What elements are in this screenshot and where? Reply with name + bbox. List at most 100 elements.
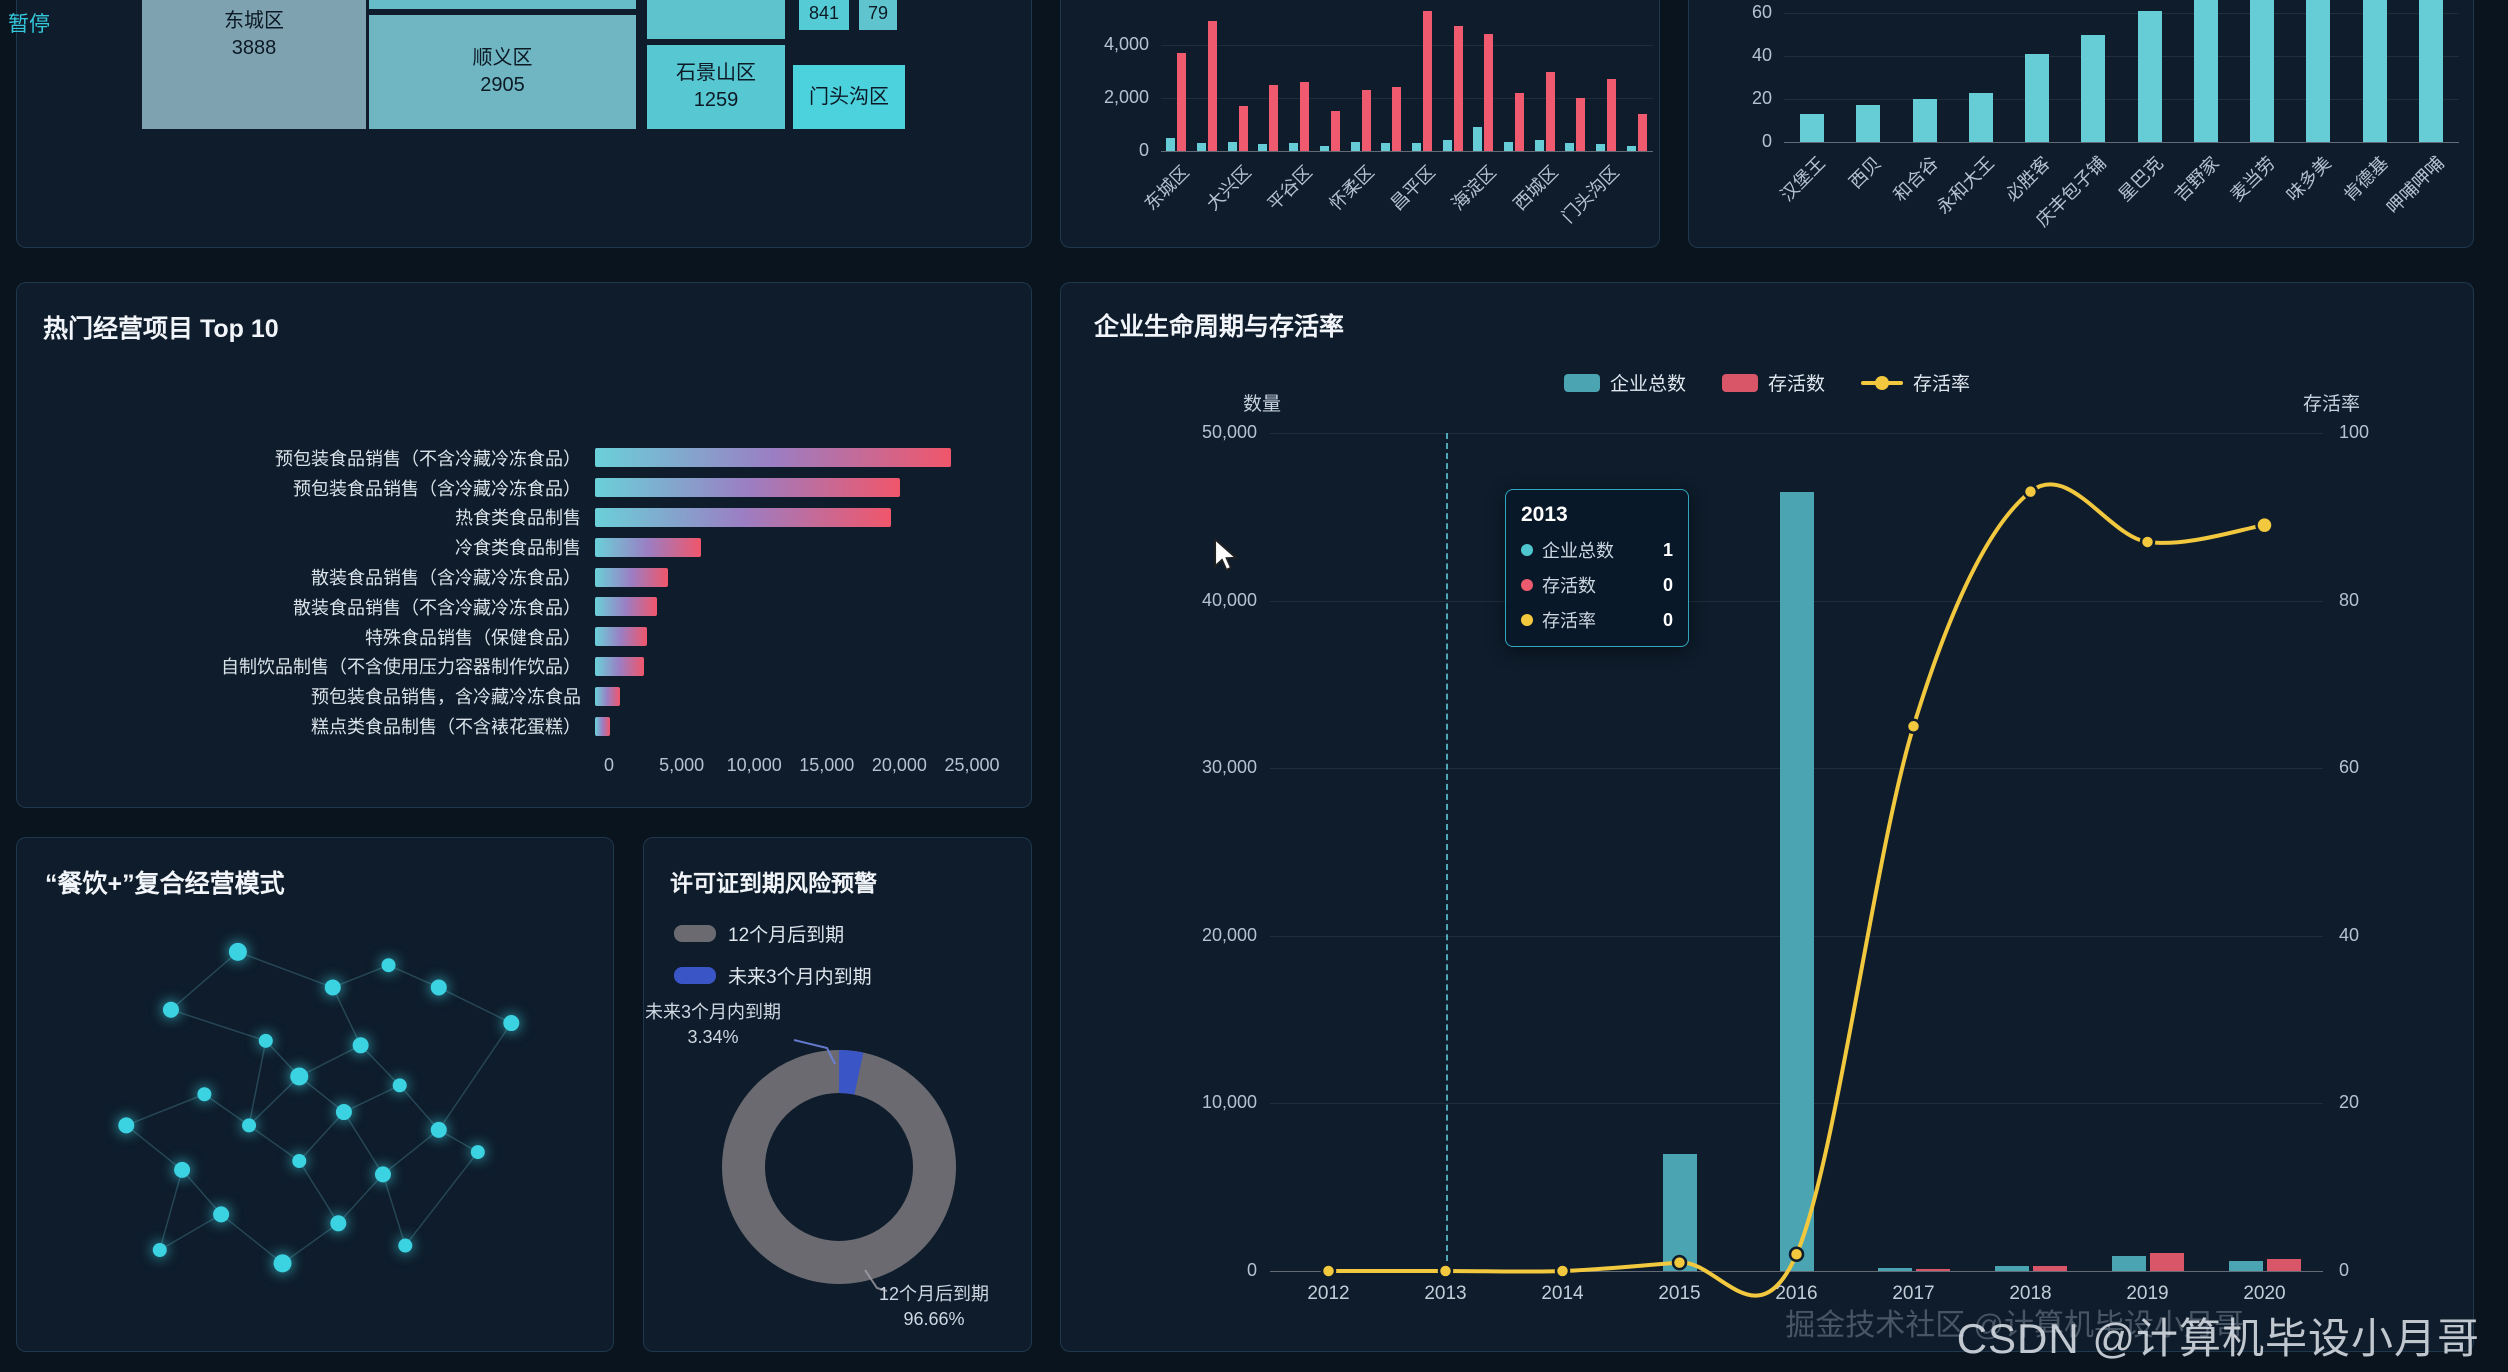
network-node[interactable] xyxy=(228,942,247,961)
network-node[interactable] xyxy=(273,1254,292,1273)
top10-bar[interactable] xyxy=(595,448,951,468)
district-bar-b[interactable] xyxy=(1238,105,1248,151)
line-marker[interactable] xyxy=(2022,483,2039,500)
district-bar-a[interactable] xyxy=(1381,143,1391,151)
network-node[interactable] xyxy=(381,958,396,973)
brand-bar[interactable] xyxy=(2193,0,2218,142)
brand-bar[interactable] xyxy=(2362,0,2387,142)
top10-bar[interactable] xyxy=(595,537,701,557)
district-bar-a[interactable] xyxy=(1473,127,1483,151)
treemap-cell[interactable]: 门头沟区 xyxy=(793,65,905,129)
top10-bar[interactable] xyxy=(595,567,668,587)
brand-bar[interactable] xyxy=(2418,0,2443,142)
line-marker[interactable] xyxy=(1320,1263,1337,1279)
district-bar-a[interactable] xyxy=(1442,140,1452,151)
bar-survive[interactable] xyxy=(2149,1252,2184,1271)
district-bar-b[interactable] xyxy=(1330,111,1340,151)
network-node[interactable] xyxy=(213,1206,230,1223)
district-bar-a[interactable] xyxy=(1166,137,1176,151)
district-bar-b[interactable] xyxy=(1177,52,1187,151)
district-bar-b[interactable] xyxy=(1269,84,1279,151)
network-node[interactable] xyxy=(290,1067,309,1086)
bar-total[interactable] xyxy=(1877,1267,1912,1271)
treemap-cell[interactable]: 841 xyxy=(799,0,849,30)
district-bar-b[interactable] xyxy=(1484,34,1494,151)
district-bar-a[interactable] xyxy=(1227,141,1237,151)
district-bar-b[interactable] xyxy=(1637,113,1647,151)
donut-segment-upcoming[interactable] xyxy=(838,1050,864,1095)
network-node[interactable] xyxy=(352,1037,369,1054)
bar-survive[interactable] xyxy=(1915,1268,1950,1271)
district-bar-a[interactable] xyxy=(1319,145,1329,151)
line-marker[interactable] xyxy=(1437,1263,1454,1279)
network-node[interactable] xyxy=(152,1243,167,1257)
district-bar-b[interactable] xyxy=(1392,87,1402,151)
district-bar-b[interactable] xyxy=(1607,79,1617,151)
district-bar-a[interactable] xyxy=(1626,145,1636,151)
district-bar-a[interactable] xyxy=(1534,140,1544,151)
district-bar-a[interactable] xyxy=(1258,144,1268,151)
treemap-cell[interactable]: 79 xyxy=(859,0,897,30)
line-marker[interactable] xyxy=(1671,1254,1688,1271)
line-marker[interactable] xyxy=(1905,718,1922,735)
treemap-cell[interactable] xyxy=(369,0,636,9)
district-bar-a[interactable] xyxy=(1197,143,1207,151)
line-marker[interactable] xyxy=(2255,515,2274,535)
network-node[interactable] xyxy=(430,979,447,996)
network-node[interactable] xyxy=(258,1033,273,1048)
bar-total[interactable] xyxy=(2111,1255,2146,1271)
district-bar-a[interactable] xyxy=(1504,141,1514,151)
network-node[interactable] xyxy=(118,1117,135,1134)
network-node[interactable] xyxy=(470,1145,485,1160)
bar-total[interactable] xyxy=(2228,1260,2263,1271)
district-bar-b[interactable] xyxy=(1300,82,1310,151)
donut-segment-later[interactable] xyxy=(722,1050,956,1284)
top10-bar[interactable] xyxy=(595,716,610,736)
district-bar-b[interactable] xyxy=(1545,71,1555,151)
network-node[interactable] xyxy=(242,1118,257,1133)
line-marker[interactable] xyxy=(1554,1263,1571,1279)
brand-bar[interactable] xyxy=(1800,114,1825,142)
district-bar-a[interactable] xyxy=(1411,143,1421,151)
network-node[interactable] xyxy=(392,1078,407,1093)
bar-total[interactable] xyxy=(1994,1265,2029,1271)
district-bar-a[interactable] xyxy=(1565,143,1575,151)
network-node[interactable] xyxy=(503,1015,520,1032)
legend-item[interactable]: 存活数 xyxy=(1721,369,1825,396)
district-bar-b[interactable] xyxy=(1361,90,1371,151)
bar-survive[interactable] xyxy=(2266,1259,2301,1271)
network-node[interactable] xyxy=(398,1238,413,1253)
line-marker[interactable] xyxy=(1788,1246,1805,1262)
legend-item[interactable]: 存活率 xyxy=(1861,369,1970,396)
network-node[interactable] xyxy=(430,1121,447,1138)
district-bar-b[interactable] xyxy=(1515,92,1525,151)
brand-bar[interactable] xyxy=(1968,92,1993,142)
network-node[interactable] xyxy=(324,979,341,996)
treemap-cell[interactable] xyxy=(647,0,785,39)
top10-bar[interactable] xyxy=(595,478,900,498)
top10-bar[interactable] xyxy=(595,627,648,647)
network-node[interactable] xyxy=(292,1154,307,1168)
network-node[interactable] xyxy=(335,1104,352,1121)
line-marker[interactable] xyxy=(2139,534,2156,550)
district-bar-b[interactable] xyxy=(1208,21,1218,151)
network-node[interactable] xyxy=(330,1215,347,1232)
bar-survive[interactable] xyxy=(2032,1266,2067,1271)
treemap-cell[interactable]: 石景山区 1259 xyxy=(647,45,785,129)
treemap-cell[interactable]: 顺义区 2905 xyxy=(369,15,636,129)
top10-bar[interactable] xyxy=(595,597,658,617)
district-bar-b[interactable] xyxy=(1422,10,1432,151)
legend-item[interactable]: 企业总数 xyxy=(1563,369,1686,396)
bar-total[interactable] xyxy=(1662,1153,1697,1271)
network-node[interactable] xyxy=(174,1161,191,1178)
brand-bar[interactable] xyxy=(2081,34,2106,142)
top10-bar[interactable] xyxy=(595,686,620,706)
legend-item[interactable]: 12个月后到期 xyxy=(674,920,872,947)
top10-bar[interactable] xyxy=(595,656,645,676)
top10-bar[interactable] xyxy=(595,507,892,527)
brand-bar[interactable] xyxy=(2250,0,2275,142)
treemap-cell[interactable]: 东城区 3888 xyxy=(142,0,366,129)
district-bar-a[interactable] xyxy=(1350,141,1360,151)
district-bar-a[interactable] xyxy=(1596,144,1606,151)
brand-bar[interactable] xyxy=(2306,0,2331,142)
